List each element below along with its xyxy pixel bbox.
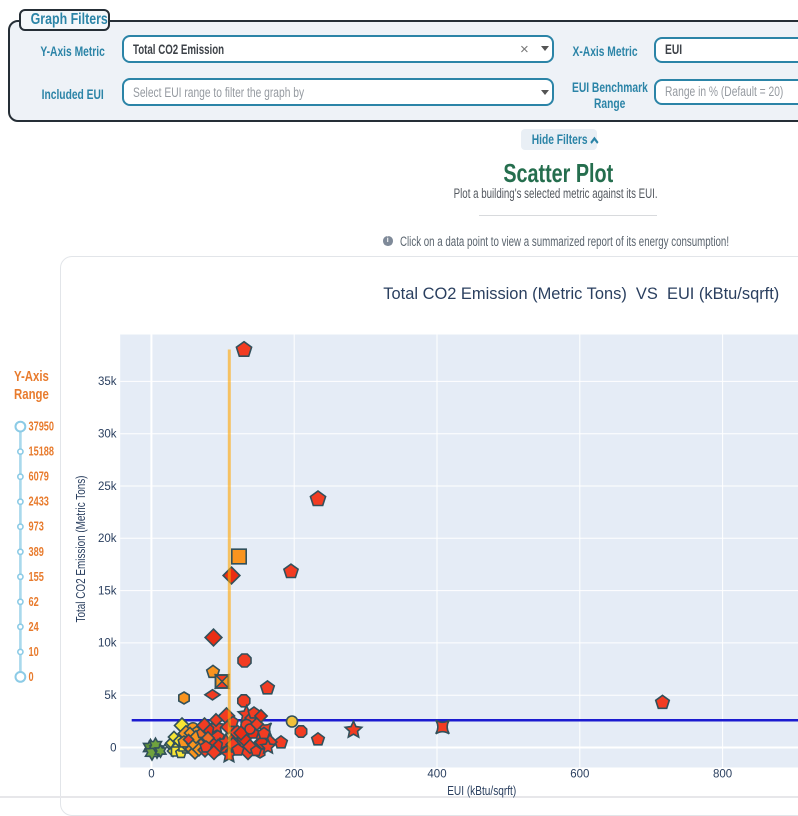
svg-text:EUI (kBtu/sqrft): EUI (kBtu/sqrft) (447, 784, 516, 798)
svg-text:37950: 37950 (29, 420, 55, 434)
svg-text:24: 24 (29, 620, 39, 634)
svg-text:0: 0 (148, 769, 154, 781)
svg-text:2433: 2433 (29, 495, 49, 509)
svg-text:30k: 30k (98, 429, 117, 441)
svg-text:0: 0 (29, 670, 34, 684)
svg-text:Total CO2 Emission (Metric Ton: Total CO2 Emission (Metric Tons) VS EUI … (383, 285, 779, 303)
svg-text:15188: 15188 (29, 445, 55, 459)
svg-text:200: 200 (285, 769, 304, 781)
svg-text:973: 973 (29, 520, 44, 534)
svg-text:389: 389 (29, 545, 44, 559)
svg-text:35k: 35k (98, 376, 117, 388)
svg-text:600: 600 (570, 769, 589, 781)
svg-text:Total CO2 Emission (Metric Ton: Total CO2 Emission (Metric Tons) (74, 476, 88, 623)
svg-text:400: 400 (427, 769, 446, 781)
svg-text:20k: 20k (98, 533, 117, 545)
svg-text:62: 62 (29, 595, 39, 609)
svg-text:0: 0 (110, 742, 116, 754)
svg-text:15k: 15k (98, 585, 117, 597)
svg-text:10: 10 (29, 645, 39, 659)
svg-text:155: 155 (29, 570, 44, 584)
svg-text:5k: 5k (104, 690, 116, 702)
svg-text:10k: 10k (98, 638, 117, 650)
svg-text:25k: 25k (98, 481, 117, 493)
svg-text:800: 800 (713, 769, 732, 781)
svg-text:6079: 6079 (29, 470, 49, 484)
